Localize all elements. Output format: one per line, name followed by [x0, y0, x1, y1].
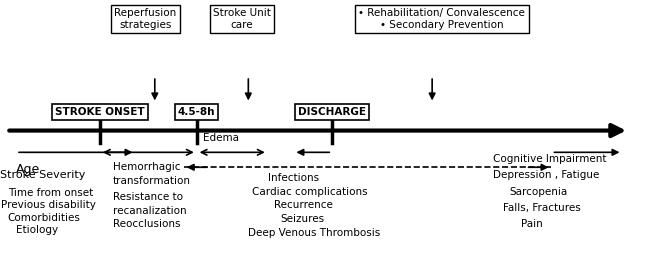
Text: Hemorrhagic: Hemorrhagic [113, 162, 181, 172]
Text: Edema: Edema [203, 133, 239, 143]
Text: Etiology: Etiology [16, 225, 58, 235]
Text: Comorbidities: Comorbidities [8, 213, 81, 222]
Text: Cardiac complications: Cardiac complications [252, 187, 367, 197]
Text: transformation: transformation [113, 176, 191, 186]
Text: • Rehabilitation/ Convalescence
• Secondary Prevention: • Rehabilitation/ Convalescence • Second… [359, 8, 525, 30]
Text: Reperfusion
strategies: Reperfusion strategies [114, 8, 176, 30]
Text: 4.5-8h: 4.5-8h [178, 107, 215, 117]
Text: Age: Age [16, 163, 41, 176]
Text: Time from onset: Time from onset [8, 188, 93, 198]
Text: Infections: Infections [268, 173, 319, 183]
Text: Cognitive Impairment: Cognitive Impairment [493, 154, 607, 164]
Text: STROKE ONSET: STROKE ONSET [55, 107, 144, 117]
Text: Reocclusions: Reocclusions [113, 220, 181, 229]
Text: Previous disability: Previous disability [1, 200, 96, 210]
Text: Falls, Fractures: Falls, Fractures [503, 203, 581, 213]
Text: Recurrence: Recurrence [274, 200, 333, 210]
Text: Resistance to: Resistance to [113, 192, 183, 202]
Text: Deep Venous Thrombosis: Deep Venous Thrombosis [248, 228, 381, 237]
Text: recanalization: recanalization [113, 206, 186, 216]
Text: Seizures: Seizures [281, 214, 324, 224]
Text: Depression , Fatigue: Depression , Fatigue [493, 171, 600, 180]
Text: Pain: Pain [521, 220, 543, 229]
Text: Stroke Severity: Stroke Severity [0, 171, 85, 180]
Text: DISCHARGE: DISCHARGE [298, 107, 366, 117]
Text: Sarcopenia: Sarcopenia [510, 187, 568, 197]
Text: Stroke Unit
care: Stroke Unit care [213, 8, 271, 30]
